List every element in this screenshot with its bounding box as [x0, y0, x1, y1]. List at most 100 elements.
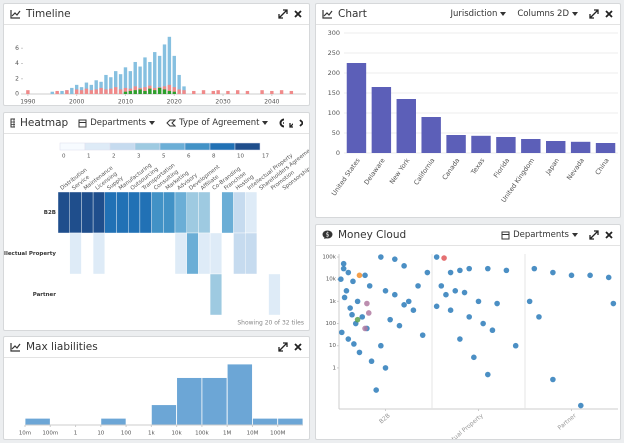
dropdown-icon [501, 231, 510, 239]
timeline-bar [211, 90, 215, 94]
heatmap-cell [268, 273, 281, 316]
panel-title: Money Cloud [338, 229, 407, 241]
heatmap-cell [244, 191, 258, 234]
scatter-point [401, 302, 407, 308]
scatter-point [356, 349, 363, 356]
scatter-point [382, 287, 389, 294]
scatter-point [438, 283, 445, 289]
timeline-bar [123, 91, 128, 94]
scatter-point [396, 322, 403, 329]
timeline-bar [270, 90, 274, 94]
scatter-point [550, 269, 556, 276]
expand-button[interactable] [589, 230, 599, 240]
panel-header: Max liabilities [4, 337, 309, 358]
dropdown[interactable]: Jurisdiction [450, 9, 507, 19]
scatter-point [587, 272, 593, 279]
scatter-point [365, 310, 372, 316]
panel-icon [10, 343, 21, 352]
scatter-point [340, 260, 347, 267]
scatter-point [531, 265, 538, 272]
bar [521, 139, 541, 153]
x-tick-label: 1M [223, 431, 231, 437]
scatter-point [475, 298, 482, 305]
x-tick-label: Florida [492, 157, 511, 180]
legend-label: 1 [87, 154, 91, 160]
timeline-bar [235, 90, 240, 94]
caret [572, 12, 578, 16]
x-tick-label: 100m [42, 431, 58, 437]
timeline-bar [153, 52, 157, 94]
scatter-point [452, 287, 459, 294]
timeline-bar [104, 89, 108, 94]
timeline-bar [260, 90, 264, 94]
dropdown[interactable]: Departments [78, 118, 156, 128]
timeline-bar [89, 84, 94, 94]
scatter-point [419, 332, 426, 338]
timeline-bar [123, 87, 128, 94]
close-button[interactable] [604, 230, 614, 240]
timeline-bar [104, 74, 108, 94]
legend-swatch [59, 142, 86, 151]
scatter-point [433, 254, 440, 260]
expand-button[interactable] [589, 9, 599, 19]
legend-label: 3 [137, 154, 141, 160]
scatter-point [347, 305, 353, 311]
scatter-point [605, 274, 612, 281]
bar [496, 137, 516, 153]
legend-swatch [209, 142, 236, 151]
heatmap-cell [92, 232, 105, 275]
panel-title: Chart [338, 8, 367, 20]
expand-button[interactable] [278, 342, 288, 352]
scatter-point [340, 265, 347, 272]
timeline-bar [216, 90, 220, 94]
close-button[interactable] [298, 118, 304, 128]
timeline-bar [114, 71, 118, 94]
timeline-bar [192, 90, 196, 94]
heatmap-cell [174, 191, 187, 234]
scatter-point [443, 291, 449, 298]
panel-icon [10, 118, 15, 128]
y-tick-label: 0 [15, 91, 19, 98]
y-tick-label: 100 [326, 321, 337, 327]
dropdown-label: Jurisdiction [450, 9, 498, 19]
timeline-bar [99, 87, 103, 94]
heatmap-cell [81, 191, 94, 234]
close-button[interactable] [293, 9, 303, 19]
settings-button[interactable] [279, 118, 284, 128]
dropdown[interactable]: Departments [501, 230, 578, 240]
liabilities-panel: Max liabilities 10m 100m 1 10 100 1k 10k 100k 1M… [3, 336, 310, 440]
close-button[interactable] [604, 9, 614, 19]
scatter-point [387, 316, 393, 323]
timeline-bar [172, 91, 176, 94]
dropdown[interactable]: Columns 2D [517, 9, 578, 19]
timeline-bar [70, 87, 74, 94]
x-tick-label: Partner [557, 412, 579, 432]
expand-button[interactable] [278, 9, 288, 19]
timeline-bar [148, 88, 152, 94]
scatter-point [485, 265, 491, 272]
legend-swatch [184, 142, 211, 151]
histogram-bar [252, 417, 279, 426]
scatter-point [356, 272, 363, 279]
dropdown-label: Departments [90, 118, 147, 128]
scatter-point [512, 342, 519, 349]
heatmap-cell [139, 191, 152, 234]
timeline-bar [79, 90, 84, 94]
close-button[interactable] [293, 342, 303, 352]
dropdown[interactable]: Type of Agreement [166, 118, 269, 128]
scatter-point [457, 267, 463, 274]
scatter-point [349, 311, 355, 318]
timeline-bar [84, 82, 89, 94]
caret [572, 233, 578, 237]
heatmap-cell [69, 191, 82, 234]
scatter-point [568, 272, 575, 279]
panel-header: Heatmap Departments Type of Agreement [4, 113, 309, 134]
scatter-point [447, 307, 454, 314]
heatmap-cell [92, 191, 105, 234]
x-tick-label: Canada [441, 157, 462, 182]
panel-header: $ Money Cloud Departments [316, 225, 620, 246]
heatmap-cell [209, 273, 223, 316]
expand-button[interactable] [289, 118, 294, 128]
timeline-bar [133, 90, 137, 94]
